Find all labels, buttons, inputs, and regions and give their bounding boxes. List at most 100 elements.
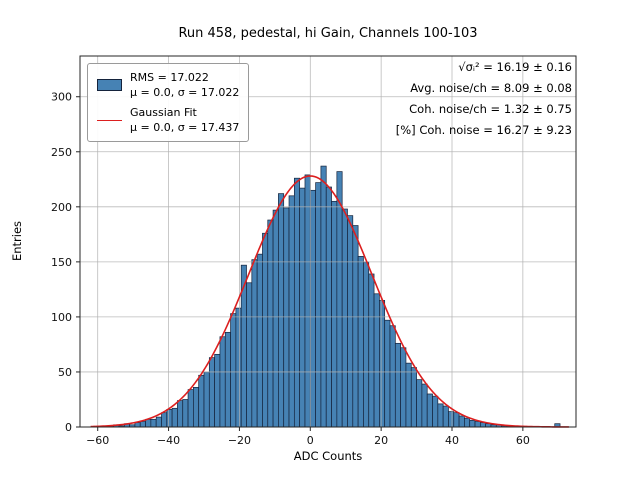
histogram-bar bbox=[320, 165, 327, 428]
histogram-bar bbox=[410, 367, 417, 428]
histogram-bar bbox=[304, 174, 311, 428]
legend-entry-fit: Gaussian Fit μ = 0.0, σ = 17.437 bbox=[97, 105, 239, 135]
y-tick-label: 150 bbox=[51, 256, 72, 269]
histogram-bar bbox=[177, 400, 184, 428]
histogram-bar bbox=[331, 200, 338, 428]
histogram-bar bbox=[368, 273, 375, 428]
y-tick-label: 50 bbox=[58, 366, 72, 379]
histogram-bar bbox=[309, 189, 316, 428]
annotation-coh-noise: Coh. noise/ch = 1.32 ± 0.75 bbox=[409, 102, 572, 116]
legend-hist-text: RMS = 17.022 μ = 0.0, σ = 17.022 bbox=[130, 70, 239, 100]
histogram-bar bbox=[384, 319, 391, 428]
x-tick-label: 20 bbox=[374, 434, 388, 447]
legend-entry-histogram: RMS = 17.022 μ = 0.0, σ = 17.022 bbox=[97, 70, 239, 100]
histogram-bar bbox=[341, 208, 348, 428]
histogram-bar bbox=[469, 420, 476, 428]
y-tick-label: 200 bbox=[51, 201, 72, 214]
plot-border bbox=[79, 55, 577, 428]
histogram-bar bbox=[389, 325, 396, 428]
legend-hist-musigma: μ = 0.0, σ = 17.022 bbox=[130, 86, 240, 99]
histogram-bar bbox=[405, 362, 412, 428]
histogram-bar bbox=[293, 177, 301, 428]
histogram-bar bbox=[246, 282, 253, 428]
histogram-bar bbox=[373, 293, 380, 428]
histogram-bar bbox=[198, 374, 205, 428]
histogram-bar bbox=[203, 371, 210, 428]
histogram-bar bbox=[235, 307, 242, 428]
histogram-bar bbox=[299, 187, 306, 428]
annotation-pct-coh-noise: [%] Coh. noise = 16.27 ± 9.23 bbox=[395, 123, 572, 137]
x-tick-label: 0 bbox=[307, 434, 314, 447]
x-tick-label: 60 bbox=[516, 434, 530, 447]
histogram-bar bbox=[474, 421, 481, 428]
histogram-bar bbox=[230, 313, 237, 428]
histogram-bar bbox=[150, 418, 157, 428]
histogram-bar bbox=[363, 261, 370, 428]
histogram-bar bbox=[134, 422, 141, 428]
histogram-bar bbox=[379, 300, 386, 428]
histogram-bar bbox=[262, 232, 269, 428]
histogram-bar bbox=[421, 383, 428, 428]
histogram-bar bbox=[453, 412, 460, 428]
x-tick-label: −40 bbox=[157, 434, 180, 447]
histogram-bar bbox=[315, 182, 322, 428]
histogram-bar bbox=[272, 209, 279, 428]
legend-fit-text: Gaussian Fit μ = 0.0, σ = 17.437 bbox=[130, 105, 239, 135]
legend-hist-rms: RMS = 17.022 bbox=[130, 71, 209, 84]
y-tick-label: 100 bbox=[51, 311, 72, 324]
stats-annotations: √σᵢ² = 16.19 ± 0.16 Avg. noise/ch = 8.09… bbox=[396, 57, 572, 141]
histogram-bar bbox=[442, 405, 449, 428]
histogram-bar bbox=[224, 331, 231, 428]
histogram-bar bbox=[161, 412, 168, 428]
histogram-bar bbox=[464, 417, 471, 428]
annotation-sqrt-sigma: √σᵢ² = 16.19 ± 0.16 bbox=[458, 60, 572, 74]
histogram-bar bbox=[357, 256, 364, 428]
chart-title: Run 458, pedestal, hi Gain, Channels 100… bbox=[178, 26, 478, 41]
legend: RMS = 17.022 μ = 0.0, σ = 17.022 Gaussia… bbox=[87, 63, 250, 142]
histogram-bar bbox=[347, 215, 354, 428]
x-tick-label: 40 bbox=[445, 434, 459, 447]
histogram-bar bbox=[448, 411, 455, 428]
histogram-bar bbox=[283, 207, 290, 428]
histogram-bar bbox=[251, 259, 258, 428]
histogram-bar bbox=[336, 171, 343, 428]
histogram-bar bbox=[267, 219, 274, 428]
histogram-bar bbox=[214, 353, 221, 428]
histogram-bar bbox=[432, 395, 439, 428]
y-tick-label: 300 bbox=[51, 91, 72, 104]
histogram-bar bbox=[166, 409, 173, 428]
histogram-bar bbox=[182, 399, 189, 428]
legend-fit-label: Gaussian Fit bbox=[130, 106, 197, 119]
gaussian-fit-curve bbox=[90, 175, 569, 428]
legend-fit-musigma: μ = 0.0, σ = 17.437 bbox=[130, 121, 240, 134]
histogram-bar bbox=[155, 416, 162, 428]
histogram-bar bbox=[426, 393, 433, 428]
histogram-swatch-icon bbox=[97, 79, 122, 91]
histogram-bar bbox=[256, 253, 263, 428]
x-tick-label: −20 bbox=[228, 434, 251, 447]
histogram-bar bbox=[416, 379, 423, 428]
histogram-bar bbox=[171, 407, 178, 428]
histogram-bar bbox=[219, 336, 226, 428]
y-tick-label: 0 bbox=[65, 421, 72, 434]
histogram-bar bbox=[479, 422, 487, 428]
histogram-bar bbox=[394, 342, 401, 428]
histogram-bar bbox=[352, 225, 359, 428]
fit-line-swatch-icon bbox=[97, 119, 122, 121]
histogram-bar bbox=[400, 347, 407, 428]
histogram-bar bbox=[288, 195, 295, 428]
histogram-bar bbox=[458, 415, 465, 428]
histogram-bar bbox=[325, 186, 332, 428]
histogram-bar bbox=[278, 193, 285, 428]
annotation-avg-noise: Avg. noise/ch = 8.09 ± 0.08 bbox=[410, 81, 572, 95]
histogram-bar bbox=[145, 418, 152, 428]
histogram-bar bbox=[437, 403, 444, 428]
histogram-bar bbox=[187, 389, 194, 428]
histogram-bar bbox=[193, 387, 200, 428]
histogram-bar bbox=[208, 357, 215, 428]
y-axis-label: Entries bbox=[10, 220, 24, 262]
histogram-bar bbox=[139, 421, 146, 428]
y-tick-label: 250 bbox=[51, 146, 72, 159]
